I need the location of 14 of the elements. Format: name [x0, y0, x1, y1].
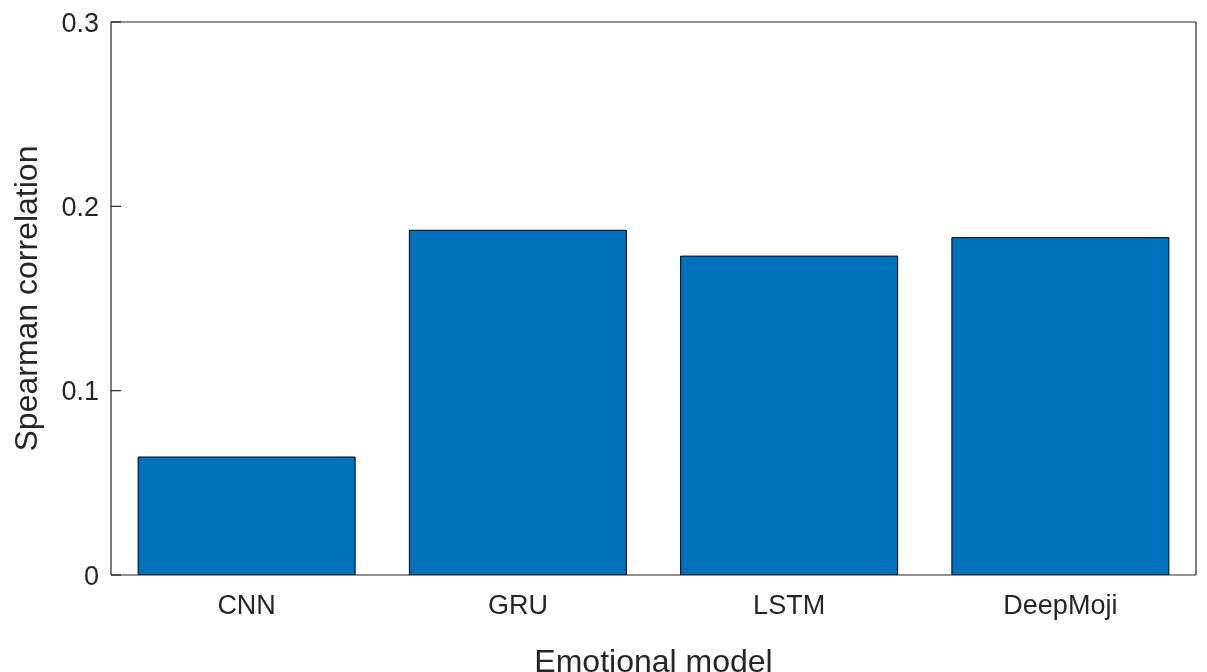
x-tick-label: GRU — [487, 590, 548, 621]
bar — [951, 237, 1170, 575]
bar — [680, 255, 899, 575]
bar — [408, 229, 627, 575]
x-axis-title: Emotional model — [534, 643, 773, 672]
y-tick-label: 0 — [83, 560, 99, 591]
x-tick-label: CNN — [217, 590, 276, 621]
bar — [137, 456, 356, 575]
y-tick-label: 0.2 — [61, 191, 99, 222]
y-tick-label: 0.1 — [61, 376, 99, 407]
y-tick-label: 0.3 — [61, 7, 99, 38]
x-tick-label: LSTM — [753, 590, 826, 621]
y-axis-title: Spearman correlation — [8, 145, 45, 452]
x-tick-label: DeepMoji — [1003, 590, 1118, 621]
